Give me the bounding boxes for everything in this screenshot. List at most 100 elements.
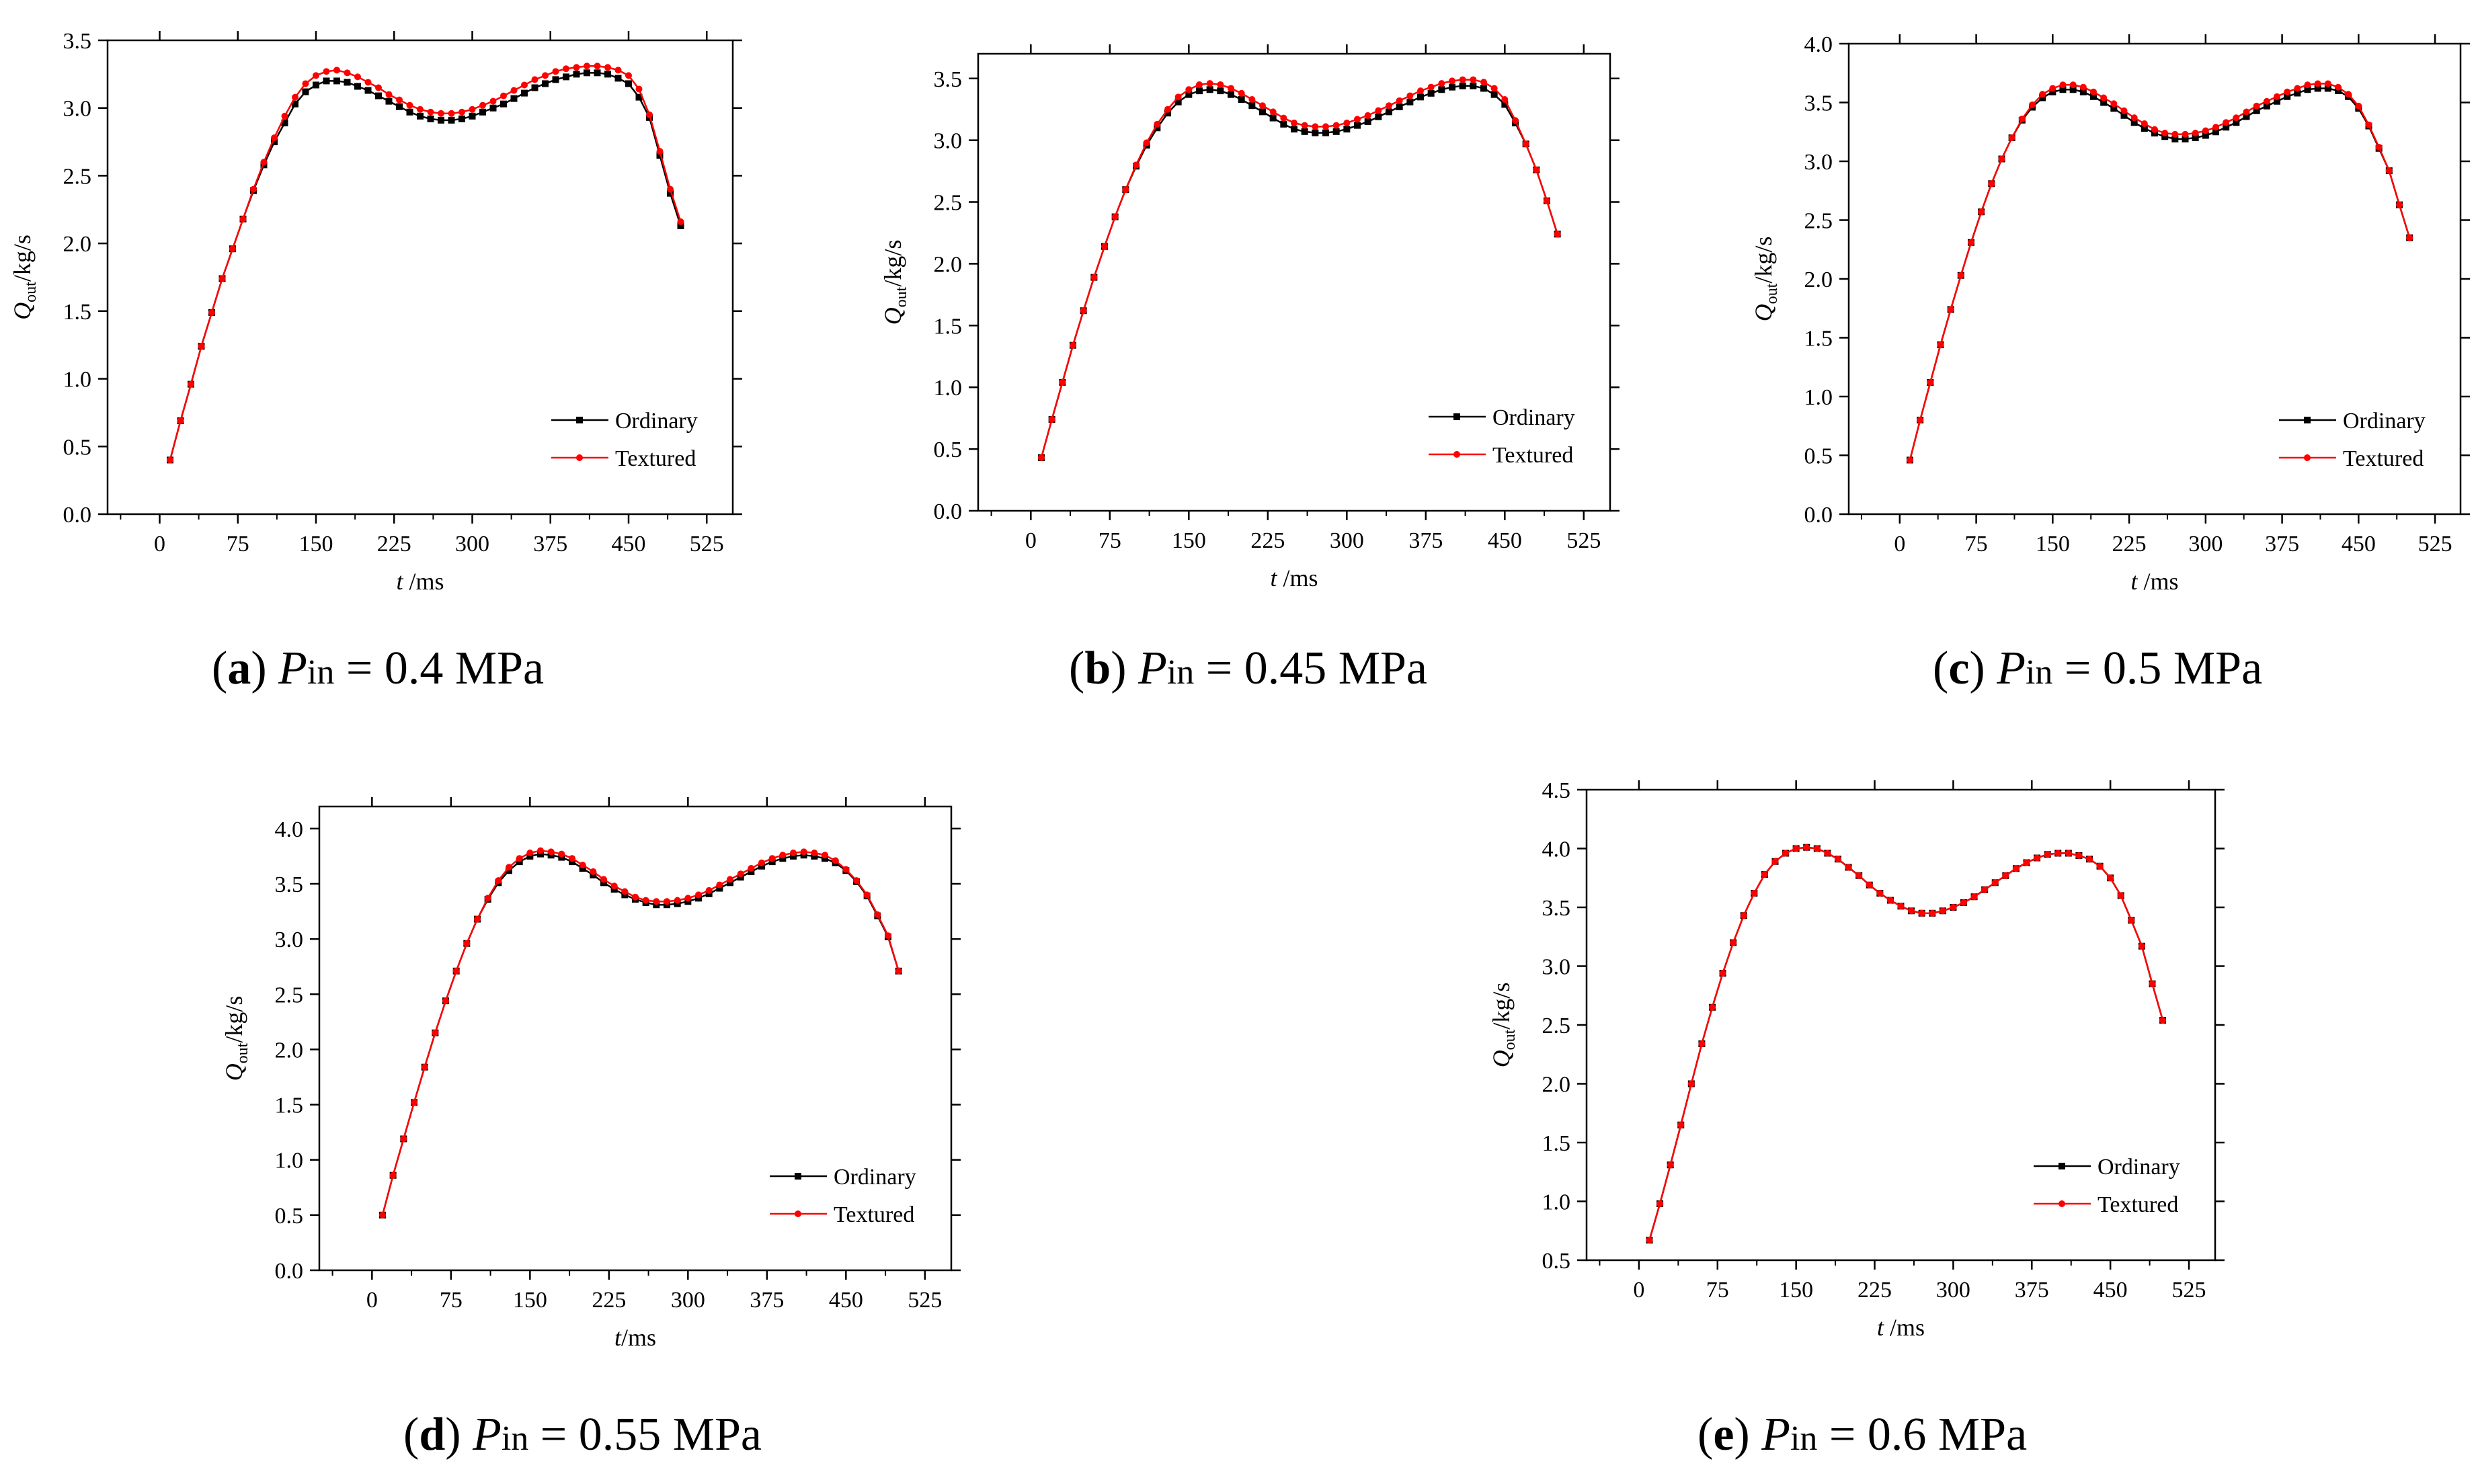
x-tick-label: 450 [1488, 528, 1522, 553]
legend-marker-ordinary [795, 1173, 801, 1180]
data-point-textured [1845, 864, 1852, 871]
x-tick-label: 0 [366, 1288, 378, 1313]
x-tick-label: 375 [2265, 532, 2299, 556]
data-point-textured [768, 855, 776, 862]
data-point-textured [188, 380, 194, 388]
data-point-ordinary [2141, 125, 2148, 132]
x-tick-label: 75 [1965, 532, 1988, 556]
data-point-ordinary [2314, 85, 2321, 92]
data-point-ordinary [2182, 135, 2189, 142]
data-point-ordinary [375, 92, 382, 99]
data-point-textured [2107, 874, 2114, 882]
y-tick-label: 2.5 [275, 983, 304, 1007]
series-line-textured [1909, 83, 2411, 460]
series-textured [1907, 80, 2413, 464]
x-tick-label: 300 [1936, 1278, 1970, 1303]
x-tick-label: 75 [440, 1288, 463, 1313]
series-textured [1038, 76, 1561, 461]
data-point-textured [621, 888, 629, 895]
data-point-textured [590, 868, 597, 875]
y-tick-label: 0.0 [63, 503, 92, 528]
x-tick-label: 225 [377, 532, 411, 556]
series-line-ordinary [169, 72, 682, 460]
caption-letter: e [1713, 1409, 1734, 1460]
data-point-ordinary [2223, 124, 2230, 131]
data-point-textured [625, 72, 632, 79]
series-ordinary [1907, 85, 2413, 464]
data-point-textured [323, 68, 330, 75]
x-tick-label: 300 [455, 532, 489, 556]
data-point-textured [1907, 456, 1913, 464]
data-point-textured [2345, 91, 2352, 98]
data-point-textured [2100, 94, 2108, 101]
data-point-textured [1312, 123, 1319, 130]
x-tick-label: 375 [750, 1288, 784, 1313]
x-axis-label-unit: /ms [2138, 568, 2179, 595]
caption-e: (e) Pin = 0.6 MPa [1697, 1409, 2028, 1460]
data-point-textured [542, 72, 549, 79]
data-point-textured [537, 847, 544, 854]
data-point-textured [2159, 1017, 2167, 1024]
data-point-textured [1438, 80, 1445, 87]
data-point-ordinary [510, 95, 518, 102]
data-point-textured [208, 308, 215, 316]
caption-letter: c [1948, 643, 1970, 694]
data-point-ordinary [1206, 86, 1213, 93]
data-point-textured [2314, 80, 2321, 87]
data-point-textured [584, 63, 590, 70]
y-tick-label: 2.0 [1542, 1073, 1571, 1098]
x-axis-label: t /ms [1877, 1314, 1925, 1341]
data-point-textured [448, 110, 455, 117]
data-point-textured [653, 898, 660, 905]
y-tick-label: 2.5 [934, 191, 963, 216]
caption-subscript: in [307, 653, 335, 692]
data-point-textured [463, 940, 471, 947]
data-point-textured [2065, 850, 2072, 857]
y-axis-label-part: out [234, 1042, 251, 1063]
data-point-textured [1386, 102, 1392, 110]
x-tick-label: 450 [2342, 532, 2376, 556]
data-point-textured [271, 134, 278, 142]
data-point-textured [853, 877, 860, 884]
y-tick-label: 1.5 [63, 300, 92, 325]
data-point-textured [526, 850, 534, 856]
data-point-ordinary [656, 152, 664, 159]
data-point-textured [727, 876, 733, 883]
data-point-textured [2008, 134, 2015, 141]
data-point-textured [1803, 843, 1810, 851]
data-point-textured [614, 67, 622, 74]
data-point-textured [1490, 85, 1498, 92]
y-tick-label: 2.0 [275, 1038, 304, 1063]
data-point-textured [1185, 86, 1193, 93]
data-point-textured [664, 898, 670, 905]
data-point-ordinary [542, 80, 549, 87]
data-point-textured [2138, 942, 2145, 950]
data-point-textured [302, 80, 309, 87]
caption-value: = 0.55 MPa [540, 1409, 762, 1460]
legend-label-ordinary: Ordinary [615, 409, 698, 434]
caption-subscript: in [501, 1419, 529, 1458]
data-point-textured [1375, 107, 1382, 114]
y-axis-label: Qout/kg/s [221, 996, 251, 1081]
data-point-textured [2406, 234, 2413, 241]
data-point-textured [2029, 101, 2036, 108]
y-tick-label: 2.0 [934, 252, 963, 277]
data-point-textured [1740, 912, 1747, 919]
data-point-ordinary [677, 222, 684, 229]
data-point-textured [389, 1171, 397, 1179]
data-point-textured [2223, 119, 2230, 126]
x-tick-label: 525 [2418, 532, 2452, 556]
data-point-textured [2090, 88, 2097, 95]
data-point-ordinary [625, 80, 632, 87]
data-point-textured [1280, 114, 1287, 122]
data-point-textured [229, 245, 236, 253]
data-point-textured [1908, 907, 1915, 915]
data-point-textured [656, 148, 664, 155]
data-point-ordinary [313, 81, 319, 89]
x-axis-label-symbol: t [396, 568, 403, 595]
plot-frame [977, 52, 1611, 512]
data-point-ordinary [1280, 120, 1287, 128]
data-point-textured [1228, 85, 1234, 92]
data-point-textured [1259, 102, 1266, 110]
data-point-textured [313, 72, 319, 79]
